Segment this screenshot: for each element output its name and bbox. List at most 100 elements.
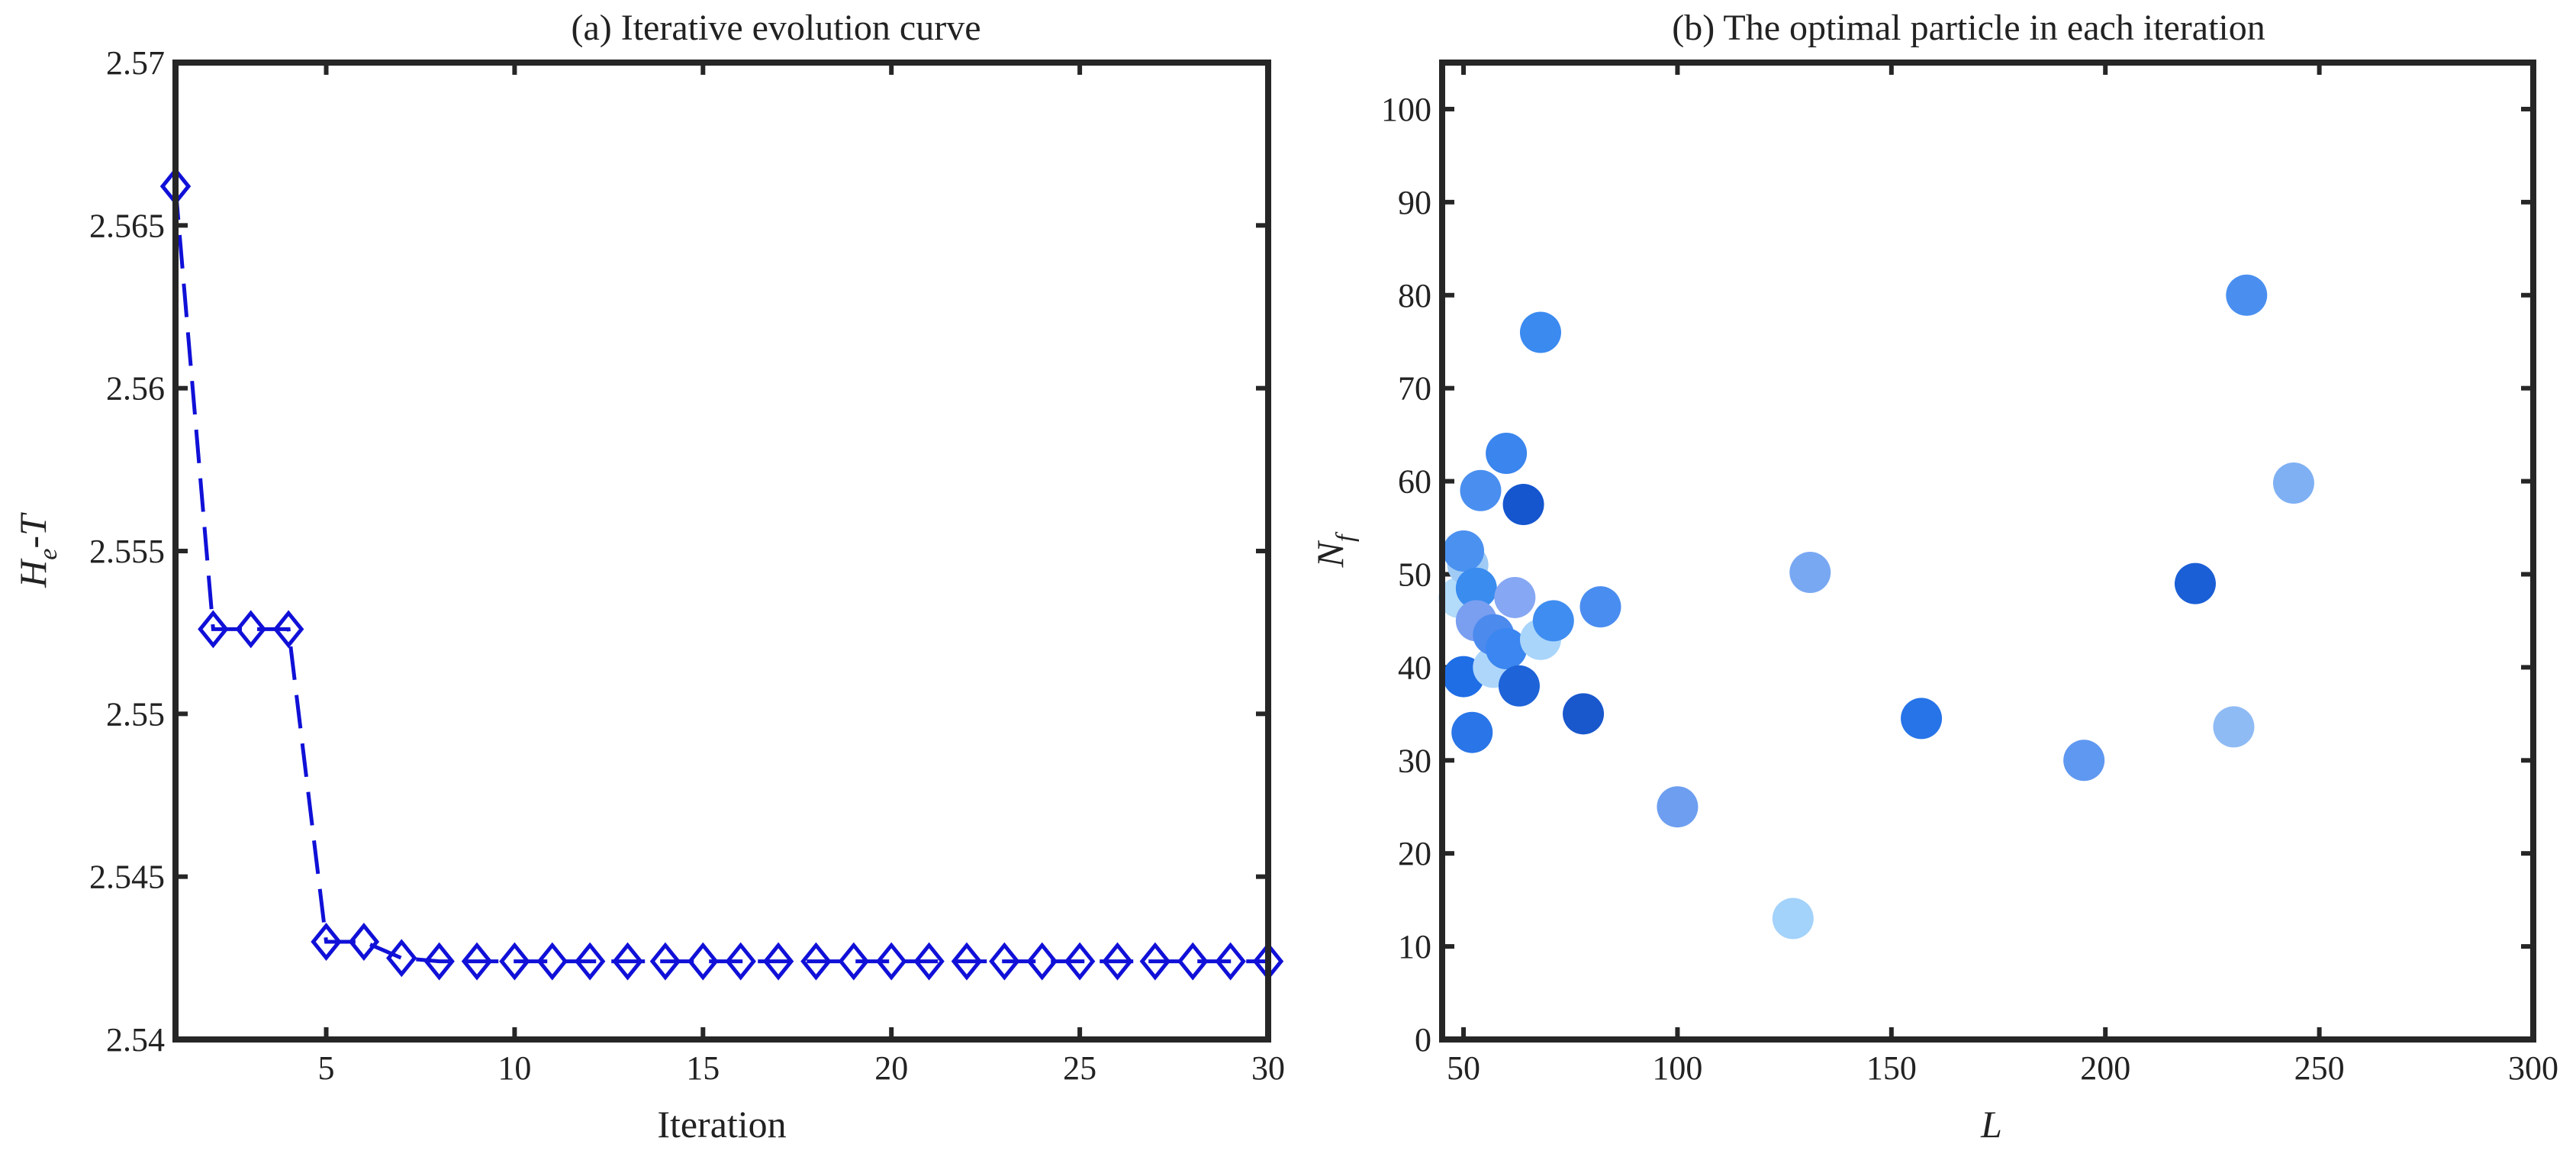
panel-a-data-point xyxy=(1177,942,1209,981)
panel-b-x-tick-label: 200 xyxy=(2080,1049,2130,1087)
panel-b-scatter-point xyxy=(1451,711,1493,753)
panel-b-y-tick-label: 40 xyxy=(1398,649,1431,686)
panel-a-y-tick-label: 2.565 xyxy=(89,207,165,244)
panel-b-y-tick-label: 50 xyxy=(1398,556,1431,593)
panel-a-data-point xyxy=(838,942,870,981)
panel-b-scatter-point xyxy=(2063,740,2105,782)
panel-b-scatter-point xyxy=(1532,600,1574,642)
panel-b-y-tick-label: 0 xyxy=(1415,1021,1431,1059)
panel-a-frame xyxy=(172,60,1271,1043)
panel-a-x-ticks: 5 10 15 20 25 30 xyxy=(318,63,1285,1087)
panel-a-data-point xyxy=(461,942,493,981)
panel-a-data-point xyxy=(1102,942,1133,981)
panel-b-y-label-base: N xyxy=(1309,540,1351,568)
panel-b-frame xyxy=(1439,60,2536,1043)
panel-a-y-label-suffix: - xyxy=(11,536,54,549)
panel-b-x-tick-label: 150 xyxy=(1866,1049,1917,1087)
panel-b-optimal-particle: (b) The optimal particle in each iterati… xyxy=(1309,8,2558,1146)
panel-a-iterative-evolution: (a) Iterative evolution curve 2.542.5452… xyxy=(11,8,1285,1146)
panel-b-points xyxy=(1438,274,2314,939)
panel-a-data-point xyxy=(612,942,643,981)
panel-a-data-point xyxy=(875,942,907,981)
panel-a-y-label-sub: e xyxy=(34,549,63,560)
panel-a-x-tick-label: 20 xyxy=(874,1049,908,1087)
panel-b-y-tick-label: 30 xyxy=(1398,742,1431,779)
panel-b-x-tick-label: 100 xyxy=(1652,1049,1702,1087)
panel-a-data-point xyxy=(951,942,983,981)
panel-a-y-label-t: T xyxy=(11,512,54,536)
panel-b-y-label: Nf xyxy=(1309,531,1360,568)
panel-b-y-tick-label: 60 xyxy=(1398,463,1431,501)
panel-b-scatter-point xyxy=(1494,576,1536,618)
panel-b-scatter-point xyxy=(1789,552,1831,594)
panel-a-data-point xyxy=(1064,942,1096,981)
panel-a-data-point xyxy=(348,923,380,961)
panel-a-data-point xyxy=(536,942,568,981)
panel-a-x-tick-label: 5 xyxy=(318,1049,335,1087)
panel-a-series xyxy=(159,167,1284,981)
panel-a-data-point xyxy=(989,942,1020,981)
panel-b-y-tick-label: 70 xyxy=(1398,370,1431,408)
panel-b-scatter-point xyxy=(1443,530,1485,572)
panel-b-x-tick-label: 50 xyxy=(1447,1049,1480,1087)
panel-b-scatter-point xyxy=(1901,698,1943,740)
panel-a-title: (a) Iterative evolution curve xyxy=(571,8,980,48)
panel-a-data-point xyxy=(1026,942,1058,981)
panel-a-x-tick-label: 10 xyxy=(497,1049,531,1087)
panel-b-x-label: L xyxy=(1980,1103,2002,1146)
panel-b-y-tick-label: 100 xyxy=(1381,91,1431,128)
panel-a-data-point xyxy=(725,942,756,981)
panel-a-x-tick-label: 25 xyxy=(1063,1049,1096,1087)
panel-a-x-tick-label: 15 xyxy=(686,1049,720,1087)
panel-a-x-label: Iteration xyxy=(657,1103,786,1146)
panel-a-y-tick-label: 2.57 xyxy=(106,44,165,82)
panel-b-scatter-point xyxy=(1455,567,1497,609)
panel-a-data-point xyxy=(386,939,417,978)
panel-a-data-point xyxy=(800,942,832,981)
panel-a-data-point xyxy=(311,923,342,961)
panel-a-x-tick-label: 30 xyxy=(1251,1049,1285,1087)
panel-b-scatter-point xyxy=(1498,665,1540,707)
panel-b-scatter-point xyxy=(2213,706,2255,748)
panel-a-y-ticks: 2.54 2.545 2.55 2.555 2.56 2.565 2.57 xyxy=(89,44,1268,1059)
panel-b-scatter-point xyxy=(1486,628,1528,669)
panel-b-y-tick-label: 10 xyxy=(1398,928,1431,965)
panel-b-x-tick-label: 300 xyxy=(2508,1049,2558,1087)
panel-b-scatter-point xyxy=(1502,484,1544,526)
panel-a-data-point xyxy=(574,942,606,981)
panel-a-y-tick-label: 2.54 xyxy=(106,1021,165,1059)
panel-a-data-point xyxy=(198,610,229,649)
panel-a-y-tick-label: 2.555 xyxy=(89,533,165,570)
panel-b-y-label-sub: f xyxy=(1331,531,1360,542)
panel-a-data-point xyxy=(272,610,304,649)
panel-b-scatter-point xyxy=(1772,898,1814,939)
panel-b-scatter-point xyxy=(1657,786,1699,828)
panel-b-x-tick-label: 250 xyxy=(2294,1049,2345,1087)
panel-a-series-line xyxy=(173,185,1268,964)
panel-a-data-point xyxy=(235,610,266,649)
panel-a-data-point xyxy=(649,942,681,981)
panel-b-y-tick-label: 20 xyxy=(1398,835,1431,872)
panel-b-scatter-point xyxy=(1563,693,1605,735)
panel-b-scatter-point xyxy=(2174,562,2216,604)
panel-a-y-tick-label: 2.56 xyxy=(106,370,165,408)
panel-a-y-tick-label: 2.55 xyxy=(106,695,165,733)
panel-b-y-ticks: 0 10 20 30 40 50 60 70 80 90 100 xyxy=(1381,91,2533,1059)
panel-b-scatter-point xyxy=(2272,462,2314,504)
panel-a-y-label: He-T xyxy=(11,512,63,588)
panel-a-data-point xyxy=(1139,942,1171,981)
panel-b-title: (b) The optimal particle in each iterati… xyxy=(1672,8,2265,48)
panel-b-scatter-point xyxy=(2226,274,2268,316)
panel-a-y-tick-label: 2.545 xyxy=(89,859,165,896)
panel-b-scatter-point xyxy=(1579,586,1621,628)
panel-b-scatter-point xyxy=(1486,433,1528,474)
panel-b-y-tick-label: 80 xyxy=(1398,277,1431,314)
panel-b-y-tick-label: 90 xyxy=(1398,184,1431,221)
panel-b-x-ticks: 50 100 150 200 250 300 xyxy=(1447,63,2558,1087)
panel-a-data-point xyxy=(499,942,530,981)
panel-a-data-point xyxy=(423,942,455,981)
panel-a-y-label-base: H xyxy=(11,558,54,588)
panel-b-scatter-point xyxy=(1519,311,1561,353)
panel-a-data-point xyxy=(913,942,945,981)
